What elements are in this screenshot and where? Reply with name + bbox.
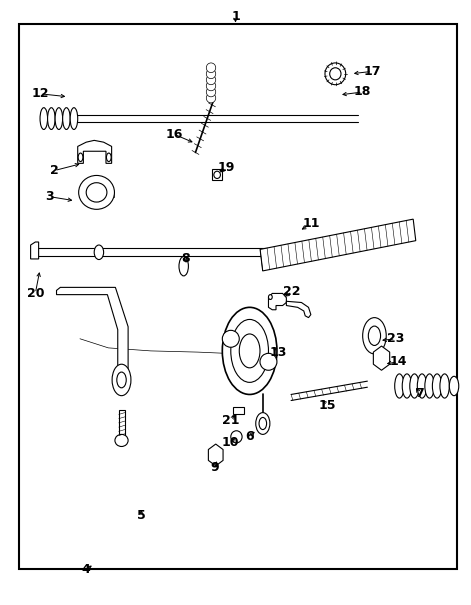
Ellipse shape	[440, 374, 449, 398]
Polygon shape	[286, 301, 311, 318]
Ellipse shape	[112, 364, 131, 396]
Text: 17: 17	[363, 65, 381, 78]
Text: 18: 18	[354, 85, 371, 99]
Ellipse shape	[40, 108, 48, 129]
Text: 23: 23	[387, 332, 404, 345]
Text: 4: 4	[81, 563, 90, 577]
Ellipse shape	[395, 374, 404, 398]
Text: 21: 21	[222, 414, 240, 427]
Ellipse shape	[222, 307, 277, 394]
Ellipse shape	[115, 434, 128, 446]
Bar	[212, 169, 222, 180]
Text: 1: 1	[231, 10, 240, 24]
Text: 6: 6	[245, 430, 254, 443]
Ellipse shape	[268, 295, 272, 299]
Ellipse shape	[231, 431, 242, 443]
Text: 2: 2	[50, 164, 58, 177]
Ellipse shape	[78, 153, 83, 162]
Text: 12: 12	[31, 87, 49, 100]
Ellipse shape	[330, 68, 341, 80]
Ellipse shape	[86, 183, 107, 202]
Polygon shape	[78, 140, 112, 163]
Ellipse shape	[363, 318, 386, 354]
Ellipse shape	[402, 374, 412, 398]
Ellipse shape	[206, 87, 216, 97]
Ellipse shape	[259, 417, 267, 430]
Text: 19: 19	[218, 161, 235, 174]
Polygon shape	[260, 219, 416, 271]
Text: 16: 16	[166, 128, 183, 141]
Ellipse shape	[256, 413, 270, 434]
Ellipse shape	[63, 108, 70, 129]
Bar	[233, 407, 244, 414]
Polygon shape	[57, 287, 128, 376]
Ellipse shape	[449, 376, 459, 396]
Ellipse shape	[239, 334, 260, 368]
Text: 14: 14	[389, 355, 407, 368]
Polygon shape	[31, 242, 39, 259]
Ellipse shape	[410, 374, 419, 398]
Ellipse shape	[70, 108, 78, 129]
Text: 8: 8	[182, 252, 190, 266]
Ellipse shape	[206, 75, 216, 85]
Text: 9: 9	[210, 460, 219, 474]
Text: 11: 11	[302, 217, 320, 231]
Ellipse shape	[425, 374, 434, 398]
Text: 10: 10	[222, 436, 240, 450]
Ellipse shape	[206, 63, 216, 73]
Text: 5: 5	[137, 509, 146, 522]
Ellipse shape	[368, 326, 381, 345]
Ellipse shape	[206, 81, 216, 91]
Bar	[79, 192, 114, 197]
Text: 20: 20	[26, 287, 44, 300]
Ellipse shape	[260, 353, 277, 370]
Ellipse shape	[222, 330, 239, 347]
Ellipse shape	[79, 175, 114, 209]
Ellipse shape	[214, 171, 220, 178]
Text: 13: 13	[269, 345, 286, 359]
Polygon shape	[268, 293, 286, 310]
Text: 7: 7	[415, 387, 423, 400]
Ellipse shape	[55, 108, 63, 129]
Ellipse shape	[94, 245, 104, 260]
Text: 3: 3	[45, 190, 54, 203]
Text: 15: 15	[318, 399, 336, 412]
Ellipse shape	[231, 319, 268, 382]
Ellipse shape	[432, 374, 442, 398]
Ellipse shape	[179, 257, 188, 276]
Ellipse shape	[236, 349, 244, 359]
Ellipse shape	[117, 372, 126, 388]
Ellipse shape	[106, 153, 111, 162]
Ellipse shape	[325, 63, 346, 85]
Ellipse shape	[417, 374, 427, 398]
Ellipse shape	[206, 93, 216, 103]
Text: 22: 22	[283, 285, 301, 298]
Ellipse shape	[48, 108, 55, 129]
Bar	[119, 410, 125, 437]
Ellipse shape	[206, 69, 216, 79]
